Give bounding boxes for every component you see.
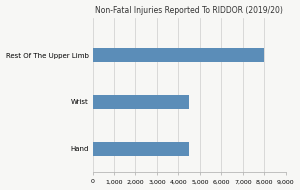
Bar: [93, 48, 264, 62]
Bar: [93, 95, 189, 109]
Title: Non-Fatal Injuries Reported To RIDDOR (2019/20): Non-Fatal Injuries Reported To RIDDOR (2…: [95, 6, 283, 15]
Bar: [93, 142, 189, 155]
